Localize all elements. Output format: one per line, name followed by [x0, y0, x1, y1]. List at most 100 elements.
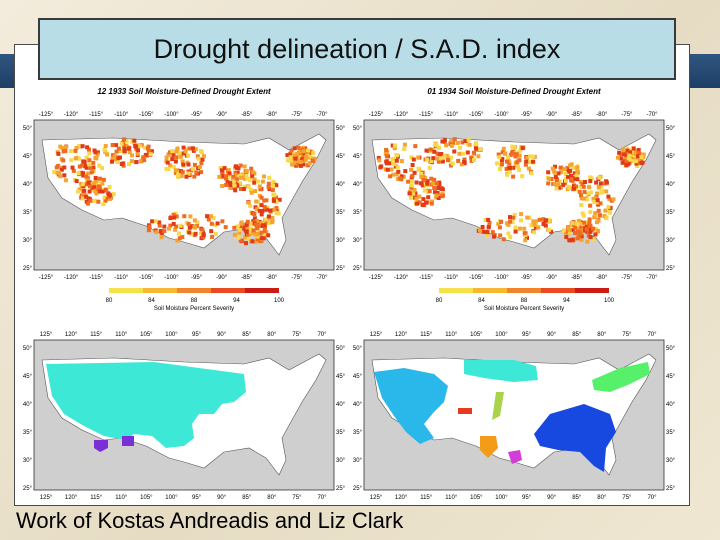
severity-cell	[114, 149, 119, 154]
severity-cell	[170, 157, 175, 162]
severity-cell	[188, 214, 193, 219]
longitude-tick-label: 85°	[572, 495, 582, 500]
severity-cell	[440, 139, 445, 144]
severity-cell	[395, 165, 400, 170]
severity-cell	[403, 169, 408, 174]
longitude-tick-label: 85°	[242, 495, 252, 500]
latitude-tick-label: 30°	[336, 238, 346, 244]
severity-cell	[579, 203, 584, 207]
severity-cell	[596, 208, 601, 213]
severity-cell	[574, 184, 578, 189]
severity-cell	[390, 143, 395, 148]
severity-cell	[74, 179, 79, 184]
severity-cell	[117, 149, 122, 154]
severity-cell	[591, 237, 595, 241]
severity-cell	[196, 156, 201, 161]
severity-cell	[180, 235, 185, 240]
severity-cell	[424, 148, 429, 153]
severity-cell	[180, 159, 185, 164]
severity-cell	[611, 197, 616, 202]
severity-cell	[608, 205, 613, 210]
severity-cell	[84, 155, 89, 160]
severity-cell	[245, 227, 250, 232]
severity-cell	[112, 157, 117, 161]
severity-cell	[200, 227, 205, 232]
severity-cell	[459, 162, 464, 167]
severity-cell	[497, 155, 502, 160]
severity-cell	[576, 234, 581, 239]
severity-cell	[435, 156, 439, 161]
severity-cell	[119, 162, 124, 166]
severity-cell	[402, 147, 407, 151]
severity-cell	[412, 170, 417, 175]
severity-cell	[414, 196, 419, 201]
severity-cell	[409, 183, 414, 188]
severity-cell	[126, 146, 131, 151]
latitude-tick-label: 30°	[23, 458, 33, 464]
severity-cell	[173, 211, 178, 216]
severity-cell	[442, 138, 447, 143]
severity-cell	[267, 175, 272, 180]
severity-cell	[625, 148, 630, 153]
severity-cell	[398, 176, 403, 181]
severity-cell	[166, 153, 171, 158]
longitude-tick-label: -125°	[39, 275, 54, 281]
panel-title-top-left: 12 1933 Soil Moisture-Defined Drought Ex…	[97, 87, 271, 96]
severity-cell	[173, 159, 178, 164]
severity-cell	[579, 196, 584, 201]
severity-cell	[549, 177, 554, 181]
severity-cell	[575, 221, 579, 226]
severity-cell	[220, 184, 225, 188]
severity-cell	[87, 151, 92, 156]
latitude-tick-label: 45°	[336, 374, 346, 380]
severity-cell	[410, 173, 415, 178]
severity-cell	[436, 159, 441, 164]
severity-cell	[245, 176, 250, 181]
severity-cell	[546, 170, 551, 175]
severity-cell	[523, 233, 528, 238]
severity-cell	[414, 180, 419, 185]
severity-cell	[143, 152, 148, 157]
severity-cell	[76, 171, 81, 176]
colorbar-segment	[211, 288, 245, 293]
severity-cell	[129, 159, 134, 164]
severity-cell	[86, 196, 91, 201]
severity-cell	[512, 212, 517, 217]
longitude-tick-label: -75°	[291, 275, 303, 281]
severity-cell	[462, 157, 467, 162]
severity-cell	[251, 230, 256, 235]
severity-cell	[562, 228, 566, 233]
severity-cell	[523, 238, 528, 243]
severity-cell	[599, 184, 604, 189]
severity-cell	[263, 225, 267, 230]
severity-cell	[546, 181, 551, 186]
severity-cell	[436, 186, 441, 190]
severity-cell	[119, 149, 124, 153]
severity-cell	[633, 151, 638, 156]
severity-cell	[225, 179, 230, 184]
severity-cell	[504, 167, 509, 171]
severity-cell	[425, 157, 429, 162]
severity-cell	[501, 146, 506, 151]
severity-cell	[288, 158, 293, 163]
severity-cell	[298, 159, 303, 164]
severity-cell	[147, 224, 152, 229]
severity-cell	[190, 224, 195, 229]
severity-cell	[444, 154, 449, 159]
latitude-tick-label: 35°	[353, 430, 363, 436]
severity-cell	[436, 196, 441, 200]
severity-cell	[100, 181, 105, 186]
severity-cell	[627, 153, 632, 158]
longitude-tick-label: 100°	[165, 495, 178, 500]
longitude-tick-label: -75°	[621, 112, 633, 118]
longitude-tick-label: 95°	[522, 332, 532, 338]
longitude-tick-label: 70°	[647, 332, 657, 338]
longitude-tick-label: 80°	[267, 495, 277, 500]
latitude-tick-label: 45°	[353, 374, 363, 380]
severity-cell	[239, 187, 243, 191]
severity-cell	[116, 146, 121, 151]
severity-cell	[270, 188, 275, 192]
severity-cell	[547, 227, 552, 232]
severity-cell	[176, 171, 181, 176]
longitude-tick-label: -70°	[316, 275, 328, 281]
